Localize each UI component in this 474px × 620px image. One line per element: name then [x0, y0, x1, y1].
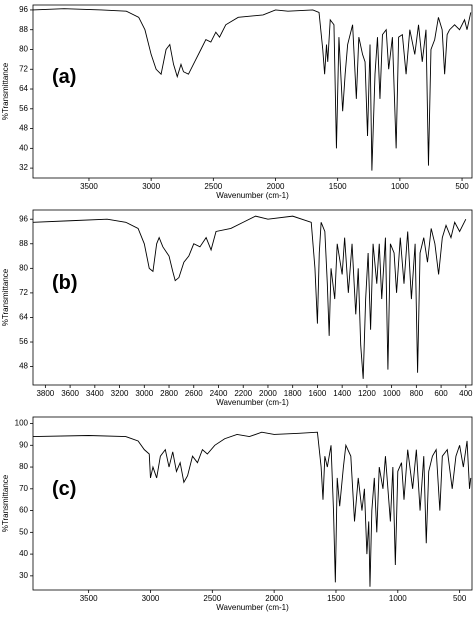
x-axis-label: Wavenumber (cm-1) [216, 191, 289, 200]
spectrum-line [32, 215, 467, 379]
y-tick-label: 96 [19, 214, 28, 223]
x-tick-label: 1500 [327, 594, 345, 603]
y-tick-label: 90 [19, 440, 28, 449]
x-tick-label: 2000 [267, 182, 285, 191]
x-tick-label: 3000 [135, 389, 153, 398]
y-tick-label: 80 [19, 45, 28, 54]
y-tick-label: 48 [19, 362, 28, 371]
plot-frame [32, 209, 473, 386]
x-tick-label: 800 [410, 389, 424, 398]
y-tick-label: 56 [19, 337, 28, 346]
y-tick-label: 64 [19, 84, 28, 93]
y-tick-label: 40 [19, 143, 28, 152]
x-tick-label: 3500 [80, 594, 98, 603]
y-tick-label: 70 [19, 484, 28, 493]
y-axis-label: %Transmittance [1, 268, 10, 326]
y-tick-label: 72 [19, 288, 28, 297]
y-tick-label: 88 [19, 25, 28, 34]
x-tick-label: 2400 [210, 389, 228, 398]
y-tick-label: 60 [19, 506, 28, 515]
x-tick-label: 1000 [383, 389, 401, 398]
y-tick-label: 50 [19, 527, 28, 536]
x-tick-label: 2000 [259, 389, 277, 398]
x-axis-label: Wavenumber (cm-1) [216, 398, 289, 407]
x-tick-label: 600 [434, 389, 448, 398]
y-axis-label: %Transmittance [1, 474, 10, 532]
x-tick-label: 400 [459, 389, 473, 398]
x-tick-label: 1000 [391, 182, 409, 191]
x-tick-label: 3400 [86, 389, 104, 398]
y-tick-label: 40 [19, 549, 28, 558]
y-tick-label: 80 [19, 462, 28, 471]
spectrum-line [32, 8, 472, 171]
x-tick-label: 2000 [265, 594, 283, 603]
y-tick-label: 72 [19, 64, 28, 73]
y-tick-label: 48 [19, 124, 28, 133]
x-tick-label: 2200 [234, 389, 252, 398]
panel-label: (a) [52, 66, 76, 88]
x-tick-label: 2500 [203, 594, 221, 603]
spectrum-line [32, 431, 472, 587]
y-tick-label: 32 [19, 163, 28, 172]
panel-label: (b) [52, 272, 78, 294]
y-tick-label: 64 [19, 313, 28, 322]
x-tick-label: 3800 [36, 389, 54, 398]
x-tick-label: 3600 [61, 389, 79, 398]
panel-label: (c) [52, 478, 76, 500]
y-tick-label: 80 [19, 263, 28, 272]
x-tick-label: 3000 [142, 182, 160, 191]
x-tick-label: 3500 [80, 182, 98, 191]
y-tick-label: 88 [19, 239, 28, 248]
x-tick-label: 500 [453, 594, 467, 603]
x-tick-label: 500 [455, 182, 469, 191]
plot-frame [32, 4, 473, 179]
x-tick-label: 1800 [284, 389, 302, 398]
x-tick-label: 1600 [309, 389, 327, 398]
x-tick-label: 2500 [204, 182, 222, 191]
x-tick-label: 1400 [333, 389, 351, 398]
x-tick-label: 1500 [329, 182, 347, 191]
plot-frame [32, 416, 473, 591]
x-tick-label: 3000 [142, 594, 160, 603]
x-tick-label: 1200 [358, 389, 376, 398]
y-axis-label: %Transmittance [1, 62, 10, 120]
x-tick-label: 2800 [160, 389, 178, 398]
y-tick-label: 96 [19, 5, 28, 14]
y-tick-label: 56 [19, 104, 28, 113]
y-tick-label: 30 [19, 571, 28, 580]
x-tick-label: 1000 [389, 594, 407, 603]
x-tick-label: 3200 [111, 389, 129, 398]
y-tick-label: 100 [15, 419, 29, 428]
x-axis-label: Wavenumber (cm-1) [216, 603, 289, 612]
x-tick-label: 2600 [185, 389, 203, 398]
